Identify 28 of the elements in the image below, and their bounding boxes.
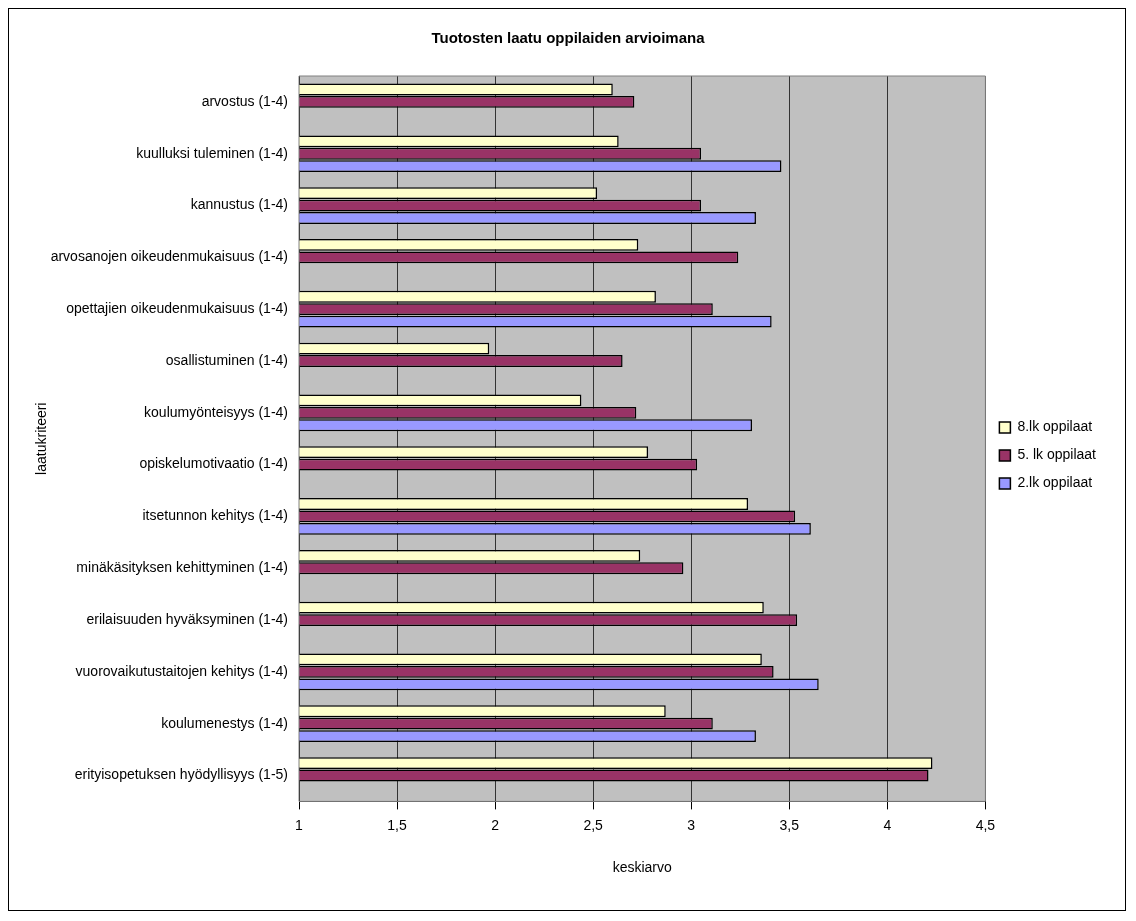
x-tick-label: 1 [295, 816, 304, 833]
x-tick-label: 2 [491, 816, 500, 833]
y-tick-label: vuorovaikutustaitojen kehitys (1-4) [75, 662, 288, 679]
x-tick-label: 3 [687, 816, 696, 833]
y-tick-label: itsetunnon kehitys (1-4) [142, 507, 288, 524]
x-tick-label: 3,5 [779, 816, 800, 833]
chart-title: Tuotosten laatu oppilaiden arvioimana [431, 29, 706, 47]
y-tick-label: opettajien oikeudenmukaisuus (1-4) [66, 300, 288, 317]
y-tick-label: kannustus (1-4) [190, 196, 288, 213]
y-tick-label: minäkäsityksen kehittyminen (1-4) [76, 559, 288, 576]
y-tick-label: koulumenestys (1-4) [161, 714, 288, 731]
y-tick-label: koulumyönteisyys (1-4) [144, 403, 288, 420]
x-tick-label: 2,5 [583, 816, 604, 833]
y-axis-title: laatukriteeri [33, 402, 50, 475]
legend-label: 8.lk oppilaat [1017, 418, 1093, 435]
y-tick-label: arvosanojen oikeudenmukaisuus (1-4) [50, 248, 288, 265]
legend-label: 5. lk oppilaat [1017, 446, 1097, 463]
x-axis-title: keskiarvo [612, 859, 672, 876]
y-tick-label: erilaisuuden hyväksyminen (1-4) [86, 610, 288, 627]
y-tick-label: opiskelumotivaatio (1-4) [139, 455, 288, 472]
y-tick-label: kuulluksi tuleminen (1-4) [136, 144, 288, 161]
x-tick-label: 4,5 [975, 816, 996, 833]
y-tick-label: osallistuminen (1-4) [165, 351, 288, 368]
y-tick-label: arvostus (1-4) [201, 92, 288, 109]
x-tick-label: 1,5 [387, 816, 407, 833]
legend-label: 2.lk oppilaat [1017, 474, 1093, 491]
x-tick-label: 4 [883, 816, 892, 833]
y-tick-label: erityisopetuksen hyödyllisyys (1-5) [74, 766, 288, 783]
